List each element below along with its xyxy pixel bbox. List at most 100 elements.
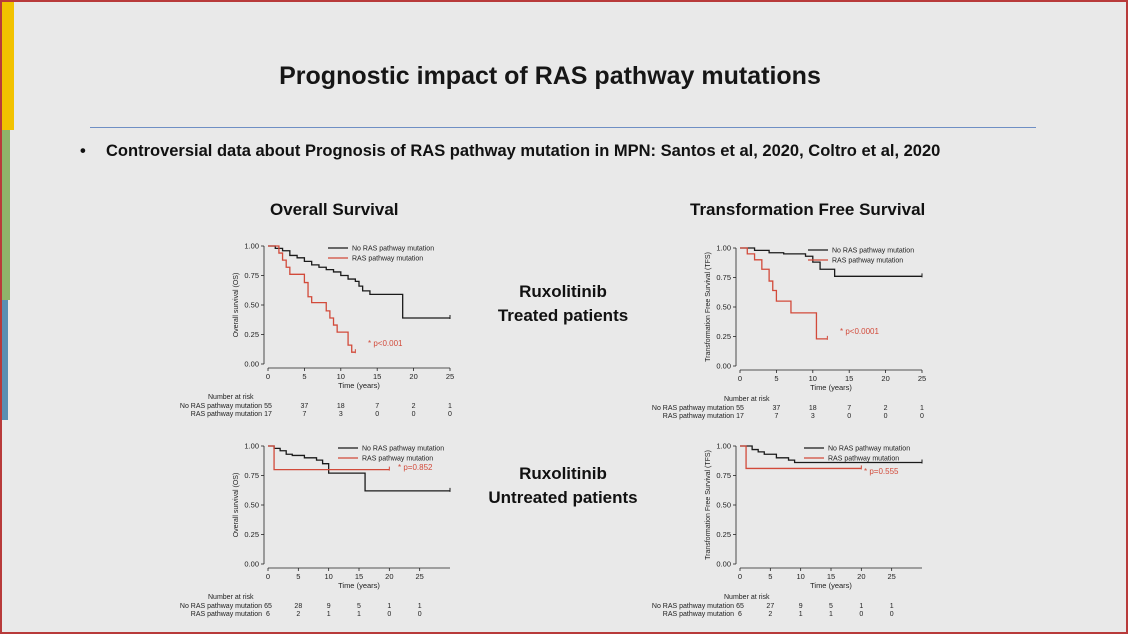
risk-cell: 1 [448,403,452,410]
risk-row-label: No RAS pathway mutation [180,603,262,610]
risk-cell: 0 [375,411,379,418]
risk-cell: 3 [811,413,815,420]
x-axis-label: Time (years) [810,383,852,392]
p-value-label: * p=0.852 [398,463,433,472]
risk-table-title: Number at risk [208,594,254,601]
x-tick-label: 25 [918,374,926,383]
x-tick-label: 20 [881,374,889,383]
risk-cell: 1 [418,603,422,610]
risk-cell: 1 [387,603,391,610]
risk-cell: 1 [327,611,331,618]
risk-cell: 0 [448,411,452,418]
legend-label: RAS pathway mutation [362,456,433,463]
risk-cell: 0 [890,611,894,618]
risk-cell: 0 [859,611,863,618]
x-tick-label: 5 [774,374,778,383]
risk-cell: 6 [266,611,270,618]
untreated-label-line1: Ruxolitinib [519,464,607,483]
x-tick-label: 10 [337,372,345,381]
bullet-text: Controversial data about Prognosis of RA… [106,142,941,160]
risk-cell: 1 [859,603,863,610]
risk-row-label: RAS pathway mutation [191,611,262,618]
legend-label: RAS pathway mutation [352,256,423,263]
risk-row-label: No RAS pathway mutation [652,603,734,610]
risk-cell: 55 [736,405,744,412]
x-tick-label: 25 [446,372,454,381]
risk-cell: 0 [412,411,416,418]
x-tick-label: 25 [415,572,423,581]
risk-cell: 7 [302,411,306,418]
y-tick-label: 1.00 [716,244,731,253]
treated-label-line2: Treated patients [497,306,629,325]
x-tick-label: 0 [266,572,270,581]
x-tick-label: 15 [827,572,835,581]
x-tick-label: 5 [768,572,772,581]
untreated-group-label: Ruxolitinib Untreated patients [463,462,663,510]
y-tick-label: 0.00 [716,362,731,371]
legend-label: No RAS pathway mutation [828,446,910,453]
y-tick-label: 0.25 [244,530,259,539]
y-axis-label: Transformation Free Survival (TFS) [705,252,712,362]
risk-cell: 37 [301,403,309,410]
risk-row-label: No RAS pathway mutation [180,403,262,410]
risk-cell: 9 [799,603,803,610]
series-line-no-ras [740,445,922,464]
risk-cell: 5 [357,603,361,610]
untreated-label-line2: Untreated patients [488,488,638,507]
treated-label-line1: Ruxolitinib [519,282,607,301]
y-tick-label: 0.00 [716,560,731,569]
risk-cell: 2 [296,611,300,618]
y-tick-label: 0.50 [716,501,731,510]
risk-cell: 17 [264,411,272,418]
legend-label: No RAS pathway mutation [832,248,914,255]
risk-cell: 37 [773,405,781,412]
p-value-label: * p<0.001 [368,339,403,348]
x-axis-label: Time (years) [810,581,852,590]
risk-cell: 0 [884,413,888,420]
accent-bar-blue [0,300,8,420]
risk-cell: 0 [920,413,924,420]
risk-cell: 1 [799,611,803,618]
risk-cell: 3 [339,411,343,418]
y-tick-label: 0.25 [716,530,731,539]
risk-cell: 0 [418,611,422,618]
y-tick-label: 0.50 [716,303,731,312]
risk-cell: 55 [264,403,272,410]
x-tick-label: 20 [385,572,393,581]
x-axis-label: Time (years) [338,381,380,390]
risk-cell: 18 [809,405,817,412]
x-axis-label: Time (years) [338,581,380,590]
accent-bar-yellow [0,0,14,130]
y-tick-label: 0.75 [244,271,259,280]
y-tick-label: 0.00 [244,560,259,569]
p-value-label: * p=0.555 [864,467,899,476]
x-tick-label: 0 [266,372,270,381]
risk-cell: 7 [847,405,851,412]
risk-cell: 9 [327,603,331,610]
x-tick-label: 15 [355,572,363,581]
treated-group-label: Ruxolitinib Treated patients [463,280,663,328]
x-tick-label: 10 [796,572,804,581]
y-tick-label: 0.25 [244,330,259,339]
x-tick-label: 10 [324,572,332,581]
risk-row-label: RAS pathway mutation [191,411,262,418]
x-tick-label: 20 [857,572,865,581]
legend-label: RAS pathway mutation [832,258,903,265]
risk-cell: 7 [774,413,778,420]
risk-table-title: Number at risk [724,594,770,601]
risk-cell: 0 [847,413,851,420]
y-tick-label: 0.75 [716,273,731,282]
risk-row-label: RAS pathway mutation [663,611,734,618]
x-tick-label: 15 [373,372,381,381]
series-line-ras [268,245,356,353]
risk-cell: 1 [357,611,361,618]
legend-label: RAS pathway mutation [828,456,899,463]
series-line-ras [268,445,390,471]
x-tick-label: 20 [409,372,417,381]
series-line-no-ras [740,247,922,277]
risk-table-title: Number at risk [724,396,770,403]
slide-title: Prognostic impact of RAS pathway mutatio… [279,62,821,90]
